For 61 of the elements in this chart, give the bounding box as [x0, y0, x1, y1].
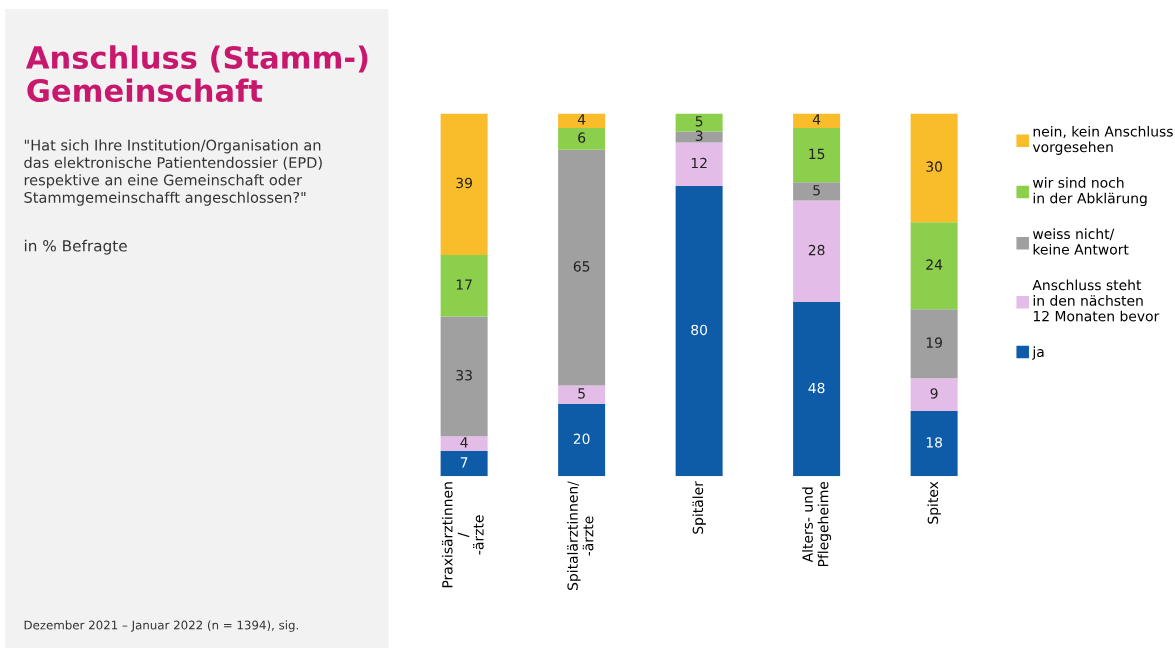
- data-label: 48: [808, 382, 825, 394]
- bar: [440, 113, 488, 255]
- data-label: 19: [926, 337, 942, 348]
- bar: [793, 127, 841, 183]
- bar: [440, 316, 488, 437]
- bar: [440, 450, 488, 477]
- data-label: 30: [926, 161, 943, 172]
- text: "Hat sich Ihre Institution/Organisation an das elektronische Patientendossier (EPD) respektive an eine Gemeinschaft oder Stammgemeinschafft angeschlossen?": [24, 139, 322, 206]
- data-label: 17: [456, 279, 472, 290]
- legend-label: nein, kein Anschluss vorgesehen: [1032, 125, 1173, 155]
- data-label: 5: [578, 388, 585, 399]
- bar: [440, 254, 488, 317]
- data-label: 9: [930, 388, 938, 399]
- bar: [558, 113, 606, 128]
- data-label: 24: [926, 259, 943, 270]
- bar: [558, 149, 606, 386]
- x-tick-label: Alters- und Pflegeheime: [802, 481, 832, 567]
- bar: [793, 113, 841, 128]
- data-label: 4: [577, 114, 586, 125]
- data-label: 4: [812, 114, 821, 125]
- bar: [558, 403, 606, 477]
- bar: [675, 142, 723, 186]
- bar: [793, 200, 841, 303]
- data-label: 65: [573, 261, 590, 272]
- x-tick-label: Spitäler: [692, 481, 706, 534]
- x-tick-label: Praxisärztinnen / -ärzte: [441, 482, 484, 588]
- bar: [675, 185, 723, 477]
- data-label: 18: [926, 437, 943, 448]
- data-label: 5: [695, 116, 703, 127]
- data-label: 80: [691, 324, 708, 336]
- data-label: 5: [813, 185, 820, 196]
- legend-label: ja: [1032, 346, 1044, 360]
- bar: [910, 113, 958, 223]
- data-label: 6: [578, 132, 586, 143]
- bar: [910, 378, 958, 411]
- legend-label: weiss nicht/ keine Antwort: [1032, 228, 1129, 255]
- data-label: 15: [809, 148, 825, 160]
- text: in % Befragte: [24, 239, 127, 255]
- chart-title: Anschluss (Stamm-) Gemeinschaft: [26, 45, 368, 103]
- bar: [558, 127, 606, 150]
- legend-label: Anschluss steht in den nächsten 12 Monaten bevor: [1032, 279, 1160, 322]
- bar: [793, 182, 841, 201]
- bar: [675, 113, 723, 132]
- legend-label: wir sind noch in der Abklärung: [1032, 177, 1147, 207]
- data-label: 4: [460, 437, 468, 448]
- data-label: 33: [456, 370, 472, 381]
- data-label: 12: [691, 157, 707, 169]
- bar: [793, 302, 841, 477]
- x-tick-label: Spitex: [927, 481, 941, 524]
- bar: [440, 436, 488, 451]
- bar: [910, 222, 958, 310]
- text: Dezember 2021 – Januar 2022 (n = 1394), sig.: [24, 620, 298, 632]
- bar: [910, 309, 958, 379]
- data-label: 28: [808, 244, 825, 256]
- bar: [910, 410, 958, 477]
- data-label: 7: [460, 457, 468, 468]
- data-label: 39: [456, 177, 472, 189]
- data-label: 3: [695, 130, 703, 142]
- data-label: 20: [573, 433, 590, 445]
- bar: [558, 385, 606, 404]
- x-tick-label: Spitalärztinnen/ -ärzte: [567, 481, 594, 590]
